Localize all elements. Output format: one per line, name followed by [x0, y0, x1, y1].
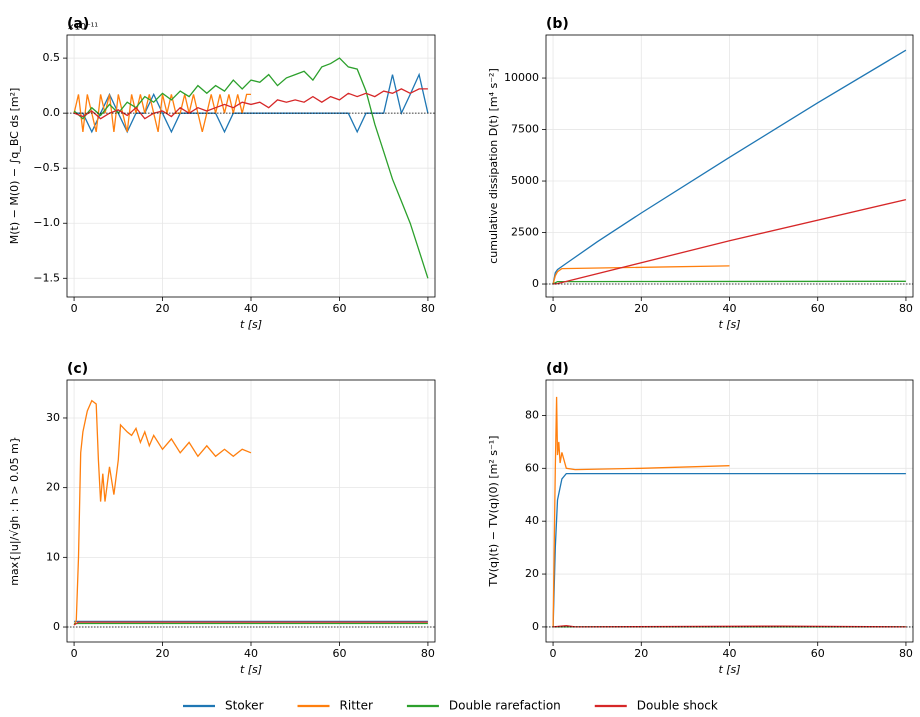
legend-label: Ritter [340, 699, 373, 713]
x-tick-label: 40 [723, 302, 737, 315]
y-tick-label: −1.0 [33, 216, 60, 229]
y-tick-label: 60 [525, 461, 539, 474]
series-line [553, 624, 906, 628]
series-line [73, 57, 429, 279]
x-axis-label: t [s] [240, 663, 262, 676]
axes-frame [545, 34, 914, 298]
series-line [552, 280, 906, 285]
y-tick-label: 0.5 [43, 51, 61, 64]
series-line [552, 396, 730, 627]
legend-label: Stoker [225, 699, 264, 713]
legend-label: Double shock [637, 699, 718, 713]
x-tick-label: 20 [156, 647, 170, 660]
y-tick-label: 0 [53, 620, 60, 633]
series-line [552, 49, 907, 285]
series-line [552, 265, 730, 285]
x-axis-label: t [s] [718, 318, 740, 331]
x-tick-label: 80 [421, 647, 435, 660]
series-line [73, 399, 252, 626]
y-axis-label: max{|u|/√gh : h > 0.05 m} [8, 436, 21, 586]
series-line [73, 93, 251, 133]
y-tick-label: 40 [525, 514, 539, 527]
axes-frame [545, 379, 914, 643]
x-tick-label: 0 [550, 647, 557, 660]
x-tick-label: 40 [723, 647, 737, 660]
x-tick-label: 20 [634, 647, 648, 660]
panel-label: (a) [67, 16, 89, 32]
y-tick-label: 10 [46, 550, 60, 563]
x-tick-label: 60 [332, 647, 346, 660]
x-tick-label: 0 [71, 302, 78, 315]
y-tick-label: 10000 [504, 71, 539, 84]
series-line [73, 621, 428, 626]
y-tick-label: 0 [532, 277, 539, 290]
y-tick-label: 80 [525, 408, 539, 421]
series-line [73, 88, 428, 120]
y-axis-label: cumulative dissipation D(t) [m⁴ s⁻²] [487, 68, 500, 264]
panel-label: (c) [67, 361, 88, 377]
x-tick-label: 20 [634, 302, 648, 315]
x-tick-label: 80 [421, 302, 435, 315]
y-tick-label: 7500 [511, 123, 539, 136]
axes-frame [66, 34, 436, 298]
x-tick-label: 0 [71, 647, 78, 660]
x-axis-label: t [s] [718, 663, 740, 676]
x-tick-label: 40 [244, 647, 258, 660]
offset-label: ×10⁻¹¹ [67, 23, 98, 33]
y-axis-label: M(t) − M(0) − ∫q_BC ds [m²] [8, 88, 21, 245]
panel-label: (b) [546, 16, 569, 32]
x-tick-label: 80 [899, 647, 913, 660]
y-tick-label: 20 [525, 567, 539, 580]
legend-label: Double rarefaction [449, 699, 561, 713]
panel-label: (d) [546, 361, 569, 377]
x-tick-label: 20 [156, 302, 170, 315]
axes-frame [66, 379, 436, 643]
y-tick-label: 30 [46, 411, 60, 424]
y-tick-label: −0.5 [33, 161, 60, 174]
y-tick-label: 0.0 [43, 106, 61, 119]
x-tick-label: 0 [550, 302, 557, 315]
y-tick-label: 5000 [511, 174, 539, 187]
series-line [552, 472, 906, 627]
y-tick-label: 0 [532, 620, 539, 633]
x-tick-label: 40 [244, 302, 258, 315]
y-tick-label: 20 [46, 481, 60, 494]
x-tick-label: 60 [332, 302, 346, 315]
x-tick-label: 60 [811, 647, 825, 660]
x-axis-label: t [s] [240, 318, 262, 331]
y-tick-label: −1.5 [33, 271, 60, 284]
x-tick-label: 60 [811, 302, 825, 315]
y-axis-label: TV(q)(t) − TV(q)(0) [m² s⁻¹] [487, 436, 500, 588]
x-tick-label: 80 [899, 302, 913, 315]
y-tick-label: 2500 [511, 226, 539, 239]
